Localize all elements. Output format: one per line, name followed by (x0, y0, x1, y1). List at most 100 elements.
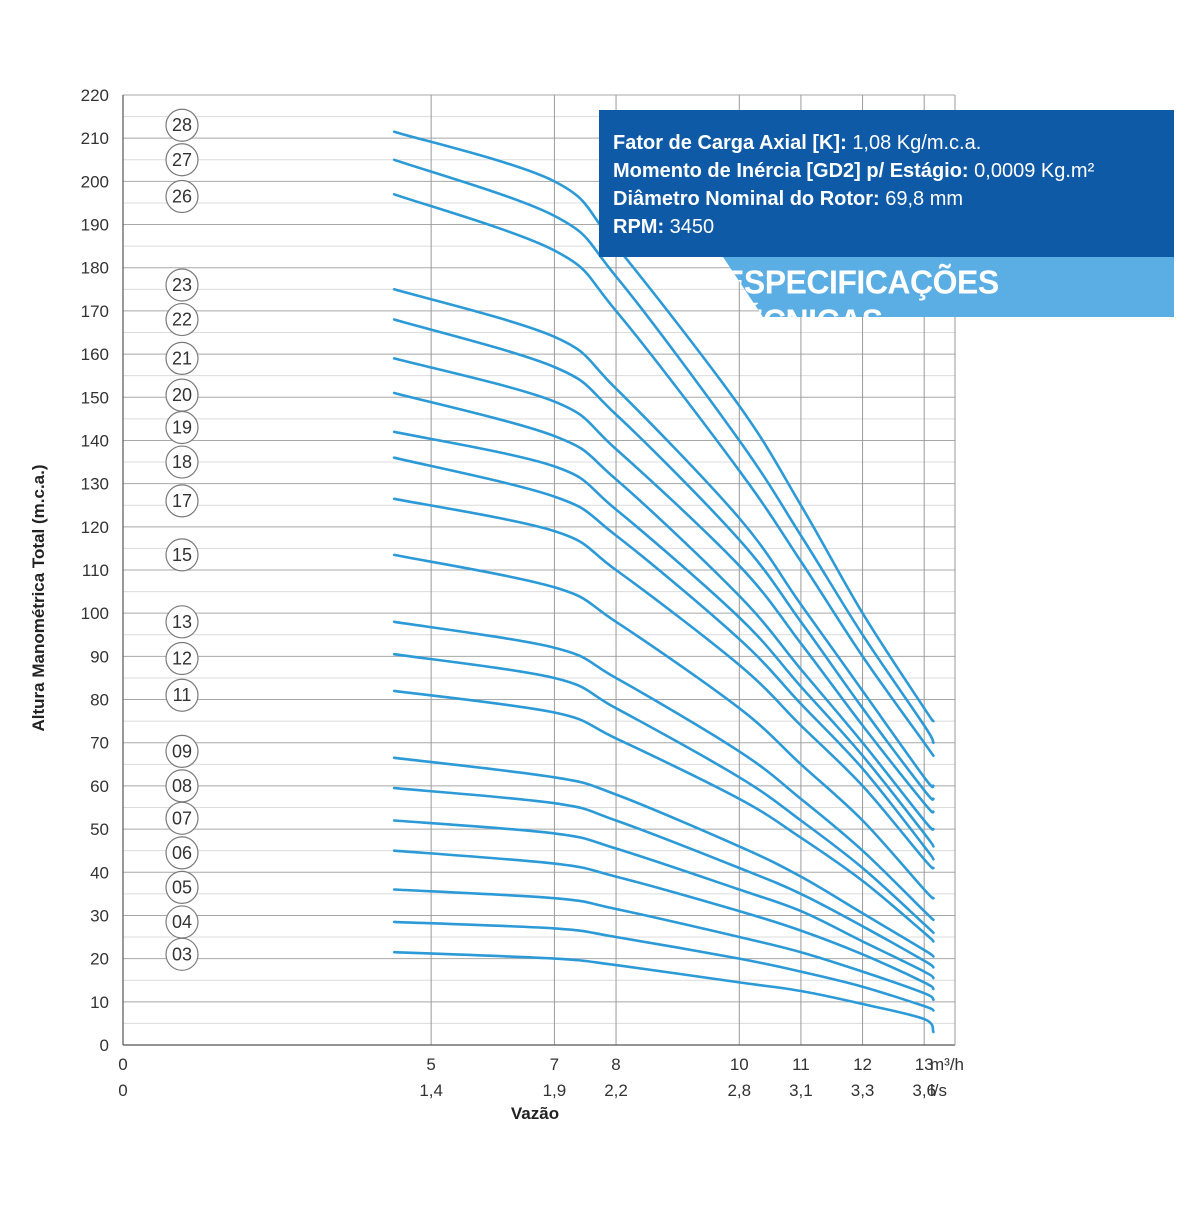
spec-rotor-diameter: Diâmetro Nominal do Rotor: 69,8 mm (613, 185, 1174, 213)
x-tick-label-primary: 8 (611, 1055, 620, 1074)
stage-label-06: 06 (165, 836, 199, 870)
x-tick-label-secondary: 3,6 (912, 1081, 936, 1100)
stage-label-15: 15 (165, 538, 199, 572)
stage-number: 21 (172, 348, 192, 368)
y-tick-label: 20 (90, 950, 109, 969)
curve-stage-28 (392, 130, 935, 723)
stage-label-08: 08 (165, 769, 199, 803)
curve-stage-12 (392, 652, 935, 934)
x-tick-label-secondary: 3,1 (789, 1081, 813, 1100)
y-tick-label: 200 (81, 172, 109, 191)
spec-axial-load-label: Fator de Carga Axial [K]: (613, 132, 847, 154)
y-tick-label: 100 (81, 604, 109, 623)
stage-number: 08 (172, 776, 192, 796)
spec-banner: ESPECIFICAÇÕES TÉCNICAS (723, 257, 1174, 317)
stage-label-26: 26 (165, 179, 199, 214)
y-tick-label: 50 (90, 820, 109, 839)
x-unit-secondary: l/s (930, 1081, 947, 1100)
stage-number: 12 (172, 649, 192, 669)
stage-number: 04 (172, 912, 192, 932)
y-tick-label: 120 (81, 518, 109, 537)
y-tick-label: 170 (81, 302, 109, 321)
spec-rpm: RPM: 3450 (613, 213, 1174, 241)
x-tick-label-primary: 11 (792, 1055, 810, 1074)
x-tick-label-primary: 10 (730, 1055, 749, 1074)
y-axis-title: Altura Manométrica Total (m.c.a.) (29, 464, 48, 731)
stage-label-21: 21 (165, 341, 199, 376)
stage-label-20: 20 (165, 378, 199, 412)
x-tick-label-primary: 0 (118, 1055, 127, 1074)
y-tick-label: 60 (90, 777, 109, 796)
x-tick-label-primary: 5 (426, 1055, 435, 1074)
stage-number: 20 (172, 385, 192, 405)
stage-label-09: 09 (165, 734, 199, 768)
y-tick-label: 150 (81, 388, 109, 407)
curve-stage-18 (392, 456, 935, 861)
y-tick-label: 70 (90, 734, 109, 753)
stage-number: 09 (172, 741, 192, 761)
y-tick-label: 210 (81, 129, 109, 148)
stage-label-17: 17 (165, 484, 199, 518)
stage-number: 15 (172, 545, 192, 565)
x-tick-label-secondary: 0 (118, 1081, 127, 1100)
y-tick-label: 180 (81, 259, 109, 278)
stage-label-18: 18 (165, 445, 199, 479)
curve-stage-19 (392, 430, 935, 848)
stage-label-07: 07 (165, 801, 199, 835)
stage-circle (165, 445, 199, 479)
x-tick-label-secondary: 1,9 (543, 1081, 567, 1100)
stage-circle (165, 108, 199, 142)
curve-stage-15 (392, 553, 935, 900)
stage-circle (165, 836, 199, 870)
spec-rpm-label: RPM: (613, 216, 665, 238)
spec-inertia: Momento de Inércia [GD2] p/ Estágio: 0,0… (613, 157, 1174, 185)
spec-heading: ESPECIFICAÇÕES TÉCNICAS (723, 263, 999, 340)
spec-rotor-diameter-value: 69,8 mm (885, 188, 964, 210)
stage-label-12: 12 (165, 641, 199, 676)
curve-stage-06 (392, 849, 935, 991)
stage-number: 17 (172, 491, 192, 511)
spec-inertia-value: 0,0009 Kg.m² (974, 160, 1095, 182)
stage-label-22: 22 (165, 302, 199, 337)
series-lines (392, 130, 935, 1034)
y-tick-label: 130 (81, 475, 109, 494)
stage-circle (165, 268, 199, 302)
spec-axial-load: Fator de Carga Axial [K]: 1,08 Kg/m.c.a. (613, 129, 1174, 157)
stage-label-11: 11 (165, 678, 199, 712)
x-axis-title: Vazão (511, 1104, 559, 1123)
curve-stage-20 (392, 391, 935, 831)
curve-stage-07 (392, 819, 935, 980)
curve-stage-11 (392, 689, 935, 943)
stage-label-13: 13 (165, 605, 199, 639)
curve-stage-05 (392, 888, 935, 1001)
stage-circle (165, 538, 199, 572)
stage-circle (165, 410, 199, 445)
curve-stage-23 (392, 288, 935, 789)
stage-label-19: 19 (165, 410, 199, 445)
x-tick-label-secondary: 3,3 (851, 1081, 875, 1100)
x-unit-primary: m³/h (930, 1055, 964, 1074)
stage-number: 05 (172, 877, 192, 897)
stage-number: 11 (173, 685, 192, 705)
stage-circle (165, 801, 199, 835)
curve-stage-22 (392, 318, 935, 801)
stage-circle (165, 937, 199, 971)
y-tick-label: 110 (82, 561, 109, 580)
y-tick-label: 140 (81, 431, 109, 450)
stage-circle (165, 179, 199, 214)
stage-number: 07 (172, 808, 192, 828)
x-tick-label-primary: 7 (550, 1055, 559, 1074)
x-tick-label-primary: 13 (915, 1055, 934, 1074)
y-tick-label: 0 (100, 1036, 109, 1055)
stage-number: 22 (172, 310, 192, 330)
spec-rpm-value: 3450 (669, 216, 715, 238)
curve-stage-26 (392, 193, 935, 757)
stage-label-03: 03 (165, 937, 199, 971)
curve-stage-21 (392, 357, 935, 814)
stage-number: 23 (172, 275, 192, 295)
y-tick-label: 190 (81, 216, 109, 235)
stage-circle (165, 870, 199, 904)
curve-stage-13 (392, 620, 935, 922)
